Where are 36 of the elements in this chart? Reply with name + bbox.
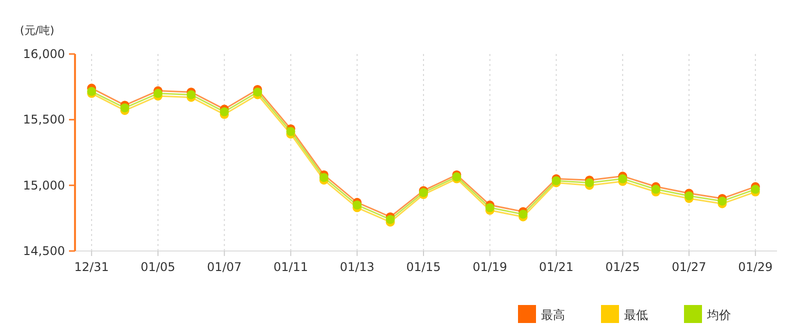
point [618,174,628,184]
point [718,196,727,206]
legend-label: 最低 [624,308,648,322]
x-tick-label: 01/25 [605,260,640,274]
point [584,178,594,188]
point [253,88,262,97]
legend-label: 最高 [541,308,565,322]
point [485,203,494,212]
x-tick-label: 01/11 [273,260,308,274]
point [750,184,760,194]
x-tick-label: 01/21 [538,260,574,274]
point [651,184,660,194]
legend-label: 均价 [706,308,731,322]
x-tick-label: 12/31 [74,260,109,274]
y-tick-label: 15,500 [23,112,65,127]
y-tick-label: 16,000 [23,47,65,61]
point [286,126,296,136]
point [153,88,162,98]
point [352,200,362,210]
x-tick-label: 01/15 [406,260,441,274]
x-tick-label: 01/07 [207,260,242,274]
point [386,214,395,224]
x-tick-label: 01/19 [472,260,508,274]
point [518,210,528,219]
y-axis-title: (元/吨) [20,24,54,37]
x-tick-label: 01/29 [738,260,773,274]
x-tick-label: 01/05 [140,260,176,274]
x-tick-label: 01/27 [672,260,706,274]
point [220,107,229,116]
point [186,90,196,100]
y-tick-label: 14,500 [23,244,65,258]
point [319,172,328,182]
x-tick-label: 01/13 [340,260,374,274]
y-tick-label: 15,000 [23,178,65,192]
point [684,191,694,200]
point [120,103,130,112]
